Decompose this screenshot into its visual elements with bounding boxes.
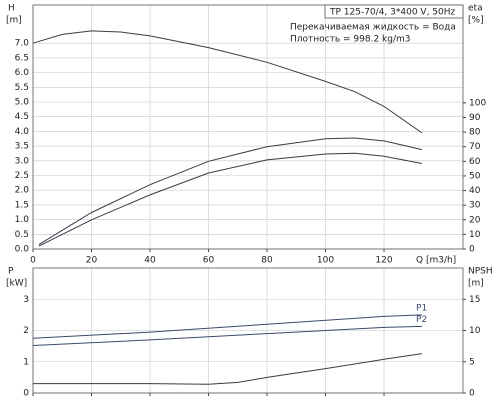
y2-tick-label: 10: [469, 326, 481, 336]
curve: [32, 325, 423, 346]
y-tick-label: 1.5: [15, 200, 29, 210]
x-axis-label: Q [m3/h]: [416, 256, 456, 266]
y-tick-label: 2: [23, 326, 29, 336]
y-tick-label: 3.5: [15, 142, 29, 152]
y2-axis-unit: [m]: [468, 279, 484, 289]
y-tick-label: 6.0: [15, 68, 30, 78]
y2-tick-label: 30: [469, 201, 481, 211]
y-tick-label: 0: [23, 389, 29, 399]
plot-frame: [32, 4, 464, 250]
annotation: Перекачиваемая жидкость = Вода: [290, 23, 456, 33]
y2-tick-label: 40: [469, 186, 481, 196]
y2-axis-label: NPSH: [468, 267, 493, 277]
curve: [32, 30, 423, 134]
x-tick-label: 0: [30, 256, 36, 266]
y-tick-label: 0.0: [15, 245, 30, 255]
x-tick-label: 100: [317, 256, 334, 266]
y-tick-label: 2.5: [15, 171, 29, 181]
y-tick-label: 4.0: [15, 127, 30, 137]
y2-tick-label: 20: [469, 215, 481, 225]
x-tick-label: 20: [86, 256, 98, 266]
y2-tick-label: 70: [469, 142, 481, 152]
y2-tick-label: 80: [469, 128, 481, 138]
y-axis-unit: [kW]: [6, 279, 27, 289]
series-label: P1: [416, 303, 427, 313]
x-tick-label: 80: [261, 256, 273, 266]
y2-tick-label: 5: [469, 357, 475, 367]
title-box: [324, 4, 464, 19]
y-tick-label: 7.0: [15, 39, 30, 49]
x-tick-label: 60: [203, 256, 215, 266]
curve: [33, 353, 423, 385]
y-tick-label: 1: [23, 357, 29, 367]
y-tick-label: 0.5: [15, 230, 29, 240]
y2-axis-label: eta: [468, 4, 483, 14]
y2-axis-unit: [%]: [468, 16, 484, 26]
y2-tick-label: 100: [469, 98, 486, 108]
y2-tick-label: 0: [469, 245, 475, 255]
y-tick-label: 1.0: [15, 215, 30, 225]
y-axis-label: P: [8, 267, 14, 277]
x-tick-label: 120: [375, 256, 392, 266]
plot-frame: [32, 267, 464, 394]
y-tick-label: 3: [23, 295, 29, 305]
x-tick-label: 40: [144, 256, 156, 266]
y-tick-label: 6.5: [15, 53, 29, 63]
y2-tick-label: 0: [469, 389, 475, 399]
y2-tick-label: 90: [469, 113, 481, 123]
y-axis-label: H: [8, 4, 15, 14]
series-label: P2: [416, 315, 427, 325]
y-axis-unit: [m]: [6, 16, 22, 26]
y2-tick-label: 50: [469, 171, 481, 181]
y-tick-label: 5.5: [15, 83, 29, 93]
y2-tick-label: 60: [469, 157, 481, 167]
curve: [38, 137, 423, 246]
y-tick-label: 3.0: [15, 156, 30, 166]
curve: [32, 314, 423, 339]
annotation: Плотность = 998.2 kg/m3: [290, 35, 411, 45]
y2-tick-label: 15: [469, 295, 480, 305]
curve: [38, 152, 423, 247]
y-tick-label: 2.0: [15, 186, 30, 196]
chart-title: TP 125-70/4, 3*400 V, 50Hz: [329, 8, 456, 18]
y-tick-label: 5.0: [15, 98, 30, 108]
y-tick-label: 4.5: [15, 112, 29, 122]
y2-tick-label: 10: [469, 230, 481, 240]
